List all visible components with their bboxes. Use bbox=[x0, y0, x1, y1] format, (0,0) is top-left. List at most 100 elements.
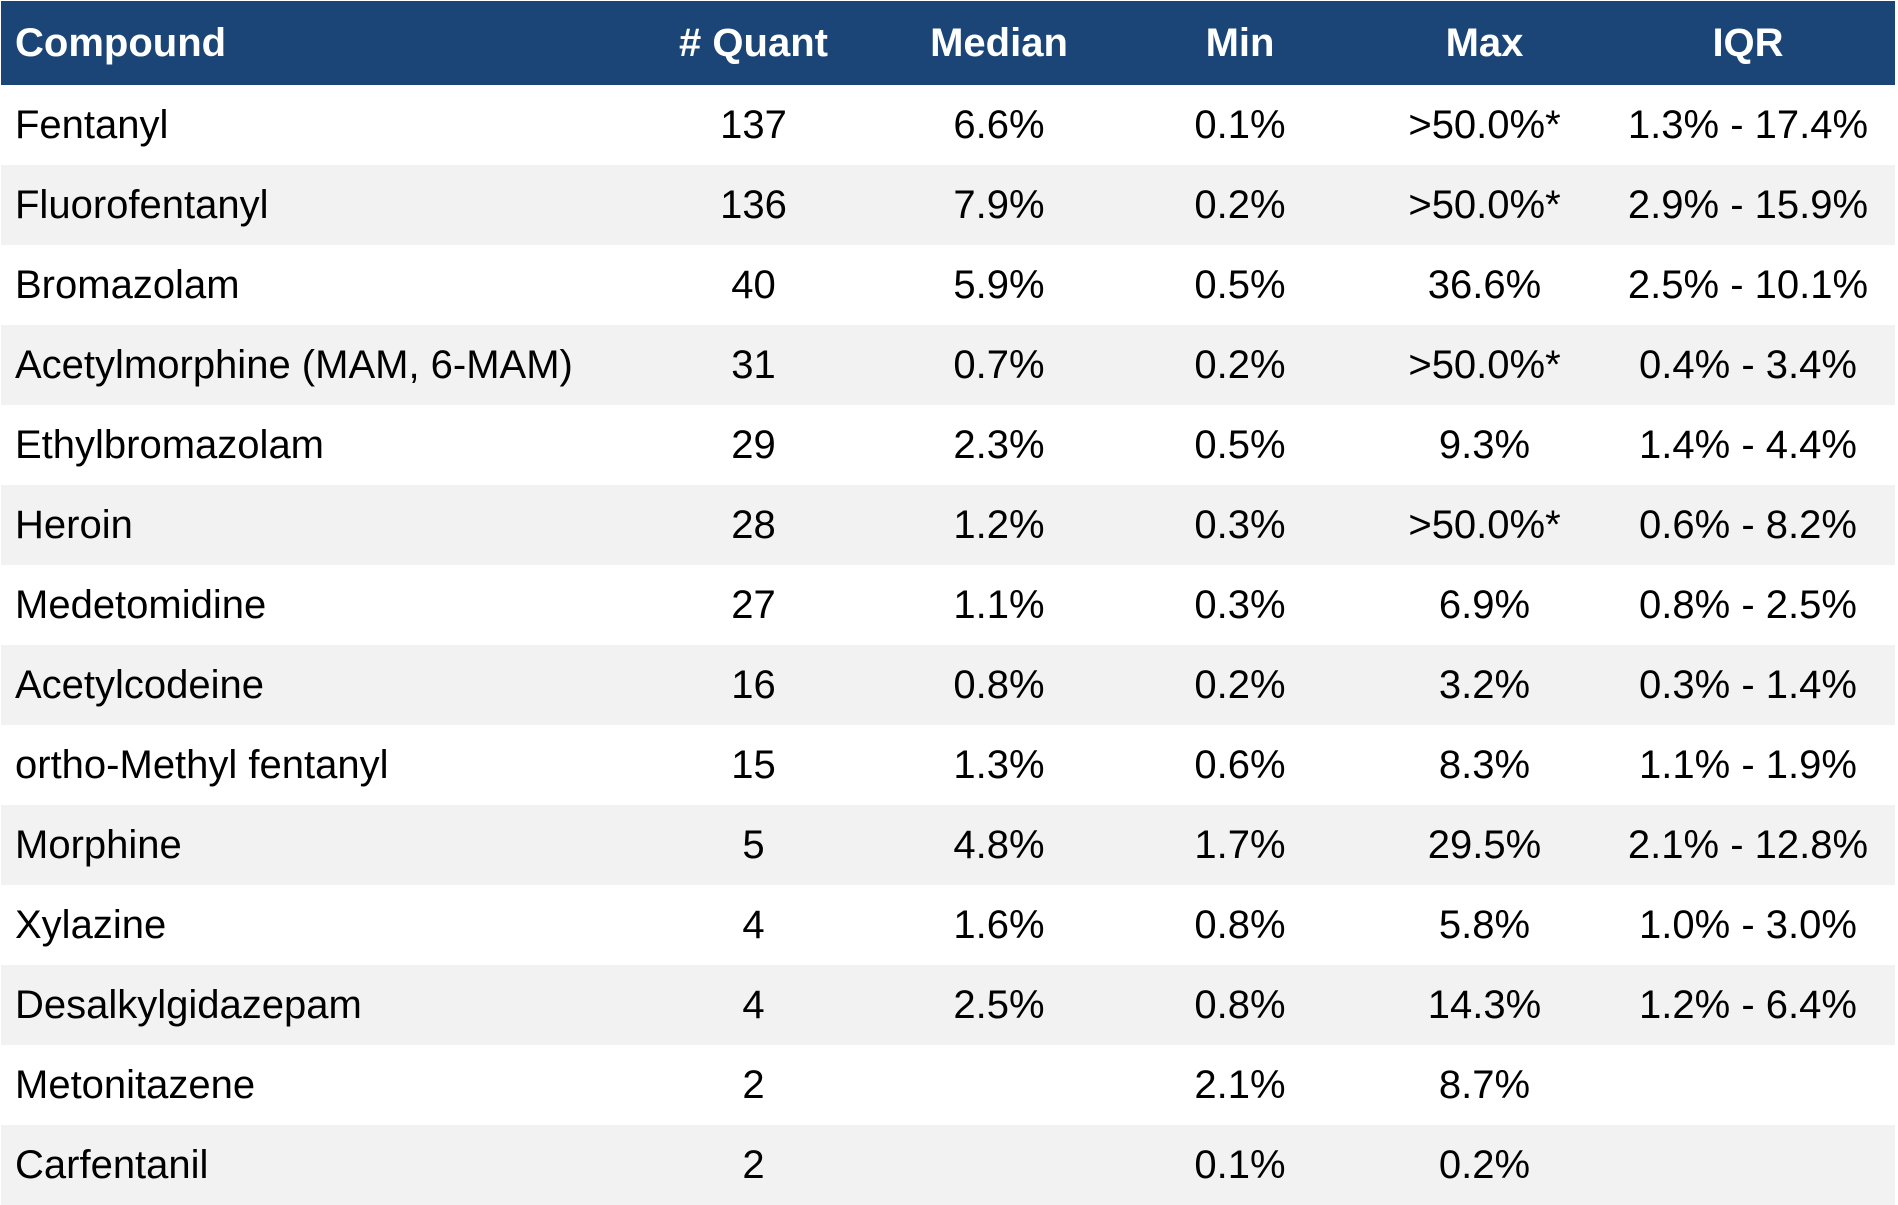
cell-max: 8.7% bbox=[1438, 1062, 1531, 1107]
cell-max: 29.5% bbox=[1427, 822, 1542, 867]
cell-compound: Acetylmorphine (MAM, 6-MAM) bbox=[15, 342, 573, 387]
cell-min: 0.1% bbox=[1194, 102, 1286, 147]
cell-iqr: 0.8% - 2.5% bbox=[1639, 582, 1857, 627]
cell-quant: 28 bbox=[731, 502, 776, 547]
cell-min: 1.7% bbox=[1194, 822, 1286, 867]
cell-max: 0.2% bbox=[1438, 1142, 1531, 1187]
table-row: ortho-Methyl fentanyl 15 1.3% 0.6% 8.3% 1.1% … bbox=[1, 725, 1895, 805]
header-median: Median bbox=[930, 20, 1068, 65]
cell-iqr: 1.2% - 6.4% bbox=[1639, 982, 1857, 1027]
cell-min: 0.6% bbox=[1194, 742, 1286, 787]
table-row: Desalkylgidazepam 4 2.5% 0.8% 14.3% 1.2% - 6.… bbox=[1, 965, 1895, 1045]
cell-median: 1.3% bbox=[953, 742, 1045, 787]
cell-compound: Bromazolam bbox=[15, 262, 240, 307]
cell-min: 0.2% bbox=[1194, 662, 1286, 707]
cell-median bbox=[886, 1125, 1112, 1205]
cell-compound: Ethylbromazolam bbox=[15, 422, 325, 467]
header-min: Min bbox=[1205, 20, 1275, 65]
cell-iqr: 0.6% - 8.2% bbox=[1639, 502, 1857, 547]
cell-median: 0.7% bbox=[953, 342, 1045, 387]
cell-min: 2.1% bbox=[1194, 1062, 1286, 1107]
cell-max: 14.3% bbox=[1427, 982, 1542, 1027]
cell-max: 3.2% bbox=[1438, 662, 1531, 707]
cell-min: 0.3% bbox=[1194, 502, 1286, 547]
cell-compound: ortho-Methyl fentanyl bbox=[15, 742, 389, 787]
cell-median: 1.2% bbox=[953, 502, 1045, 547]
cell-min: 0.5% bbox=[1194, 262, 1286, 307]
table-row: Heroin 28 1.2% 0.3% >50.0%* 0.6% - 8.2% bbox=[1, 485, 1895, 565]
cell-quant: 137 bbox=[720, 102, 787, 147]
cell-min: 0.2% bbox=[1194, 342, 1286, 387]
table-body: Fentanyl 137 6.6% 0.1% >50.0%* 1.3% - 17.4% Fl… bbox=[1, 85, 1895, 1205]
table-header-row: Compound # Quant Median Min Max IQR bbox=[1, 1, 1895, 85]
cell-iqr: 1.3% - 17.4% bbox=[1627, 102, 1869, 147]
cell-compound: Metonitazene bbox=[15, 1062, 256, 1107]
cell-quant: 29 bbox=[731, 422, 776, 467]
cell-min: 0.5% bbox=[1194, 422, 1286, 467]
cell-iqr bbox=[1601, 1125, 1895, 1205]
cell-min: 0.8% bbox=[1194, 982, 1286, 1027]
cell-quant: 27 bbox=[731, 582, 776, 627]
table-row: Carfentanil 2 0.1% 0.2% bbox=[1, 1125, 1895, 1205]
cell-max: >50.0%* bbox=[1408, 102, 1561, 147]
cell-iqr: 2.9% - 15.9% bbox=[1627, 182, 1869, 227]
table-row: Xylazine 4 1.6% 0.8% 5.8% 1.0% - 3.0% bbox=[1, 885, 1895, 965]
cell-max: 6.9% bbox=[1438, 582, 1531, 627]
cell-quant: 2 bbox=[742, 1142, 765, 1187]
cell-compound: Acetylcodeine bbox=[15, 662, 265, 707]
cell-median: 1.6% bbox=[953, 902, 1045, 947]
header-iqr: IQR bbox=[1712, 20, 1784, 65]
cell-median: 2.3% bbox=[953, 422, 1045, 467]
cell-max: 36.6% bbox=[1427, 262, 1542, 307]
cell-min: 0.2% bbox=[1194, 182, 1286, 227]
cell-max: 9.3% bbox=[1438, 422, 1531, 467]
cell-compound: Xylazine bbox=[15, 902, 167, 947]
cell-iqr: 0.4% - 3.4% bbox=[1639, 342, 1857, 387]
cell-quant: 16 bbox=[731, 662, 776, 707]
cell-max: >50.0%* bbox=[1408, 342, 1561, 387]
header-max: Max bbox=[1445, 20, 1524, 65]
cell-min: 0.8% bbox=[1194, 902, 1286, 947]
cell-median: 0.8% bbox=[953, 662, 1045, 707]
cell-median: 6.6% bbox=[953, 102, 1045, 147]
cell-iqr: 1.4% - 4.4% bbox=[1639, 422, 1857, 467]
header-compound: Compound bbox=[15, 20, 227, 65]
cell-compound: Morphine bbox=[15, 822, 182, 867]
cell-iqr: 1.1% - 1.9% bbox=[1639, 742, 1857, 787]
table-row: Acetylmorphine (MAM, 6-MAM) 31 0.7% 0.2% >50… bbox=[1, 325, 1895, 405]
cell-median: 1.1% bbox=[953, 582, 1045, 627]
cell-compound: Desalkylgidazepam bbox=[15, 982, 362, 1027]
table-row: Acetylcodeine 16 0.8% 0.2% 3.2% 0.3% - 1.4% bbox=[1, 645, 1895, 725]
table-row: Morphine 5 4.8% 1.7% 29.5% 2.1% - 12.8% bbox=[1, 805, 1895, 885]
cell-quant: 4 bbox=[742, 902, 765, 947]
cell-median: 7.9% bbox=[953, 182, 1045, 227]
cell-median: 2.5% bbox=[953, 982, 1045, 1027]
cell-compound: Fentanyl bbox=[15, 102, 169, 147]
table-row: Bromazolam 40 5.9% 0.5% 36.6% 2.5% - 10.1% bbox=[1, 245, 1895, 325]
cell-compound: Medetomidine bbox=[15, 582, 267, 627]
cell-max: >50.0%* bbox=[1408, 182, 1561, 227]
cell-iqr: 0.3% - 1.4% bbox=[1639, 662, 1857, 707]
cell-iqr: 2.1% - 12.8% bbox=[1627, 822, 1869, 867]
header-quant: # Quant bbox=[679, 20, 828, 65]
cell-max: 5.8% bbox=[1438, 902, 1531, 947]
cell-iqr: 2.5% - 10.1% bbox=[1627, 262, 1869, 307]
cell-max: >50.0%* bbox=[1408, 502, 1561, 547]
cell-quant: 40 bbox=[731, 262, 776, 307]
cell-iqr bbox=[1601, 1045, 1895, 1125]
cell-median: 5.9% bbox=[953, 262, 1045, 307]
table-row: Fluorofentanyl 136 7.9% 0.2% >50.0%* 2.9% - 1… bbox=[1, 165, 1895, 245]
cell-min: 0.3% bbox=[1194, 582, 1286, 627]
cell-compound: Heroin bbox=[15, 502, 133, 547]
table-row: Ethylbromazolam 29 2.3% 0.5% 9.3% 1.4% - 4.4% bbox=[1, 405, 1895, 485]
cell-median bbox=[886, 1045, 1112, 1125]
cell-quant: 136 bbox=[720, 182, 787, 227]
cell-compound: Fluorofentanyl bbox=[15, 182, 269, 227]
cell-max: 8.3% bbox=[1438, 742, 1531, 787]
cell-compound: Carfentanil bbox=[15, 1142, 209, 1187]
cell-quant: 2 bbox=[742, 1062, 765, 1107]
cell-quant: 31 bbox=[731, 342, 776, 387]
cell-quant: 5 bbox=[742, 822, 765, 867]
cell-quant: 15 bbox=[731, 742, 776, 787]
